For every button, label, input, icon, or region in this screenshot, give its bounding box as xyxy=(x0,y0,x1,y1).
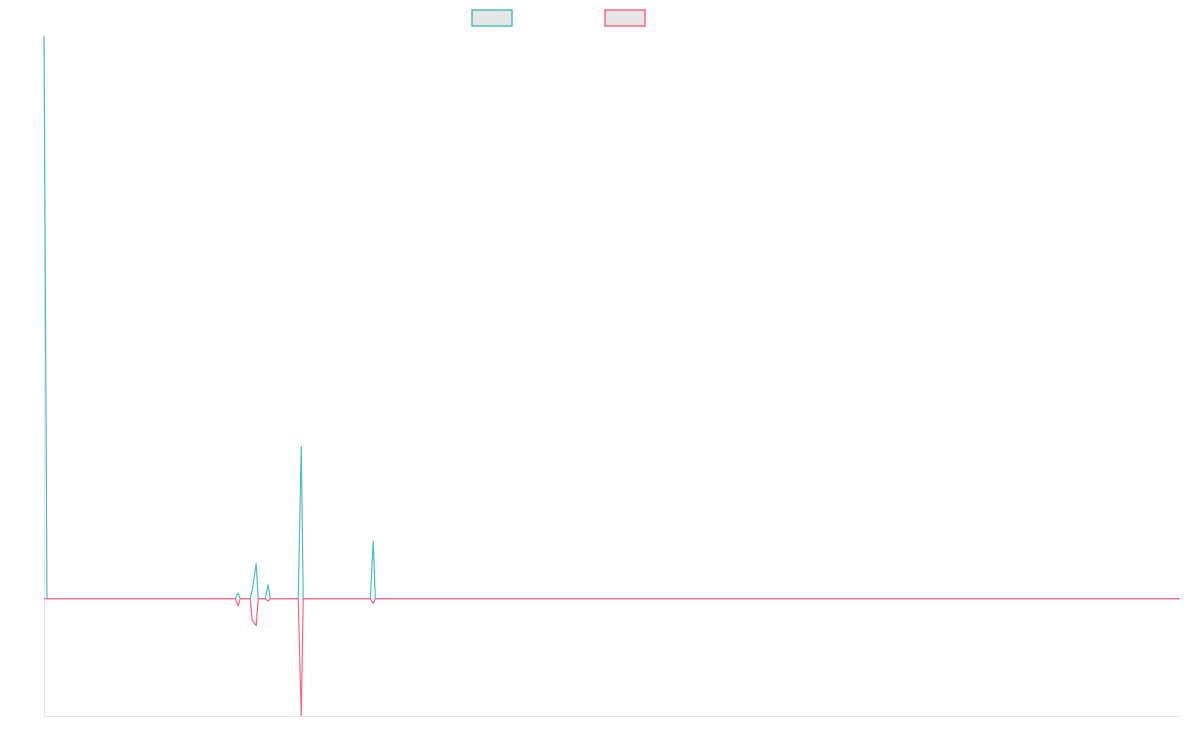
series-layer xyxy=(43,35,1180,717)
legend-swatch-series-2[interactable] xyxy=(604,9,646,27)
plot-area xyxy=(43,35,1180,717)
series-line-2[interactable] xyxy=(44,598,1180,717)
legend-swatch-series-1[interactable] xyxy=(471,9,513,27)
legend xyxy=(471,9,646,27)
series-line-1[interactable] xyxy=(43,35,1180,600)
